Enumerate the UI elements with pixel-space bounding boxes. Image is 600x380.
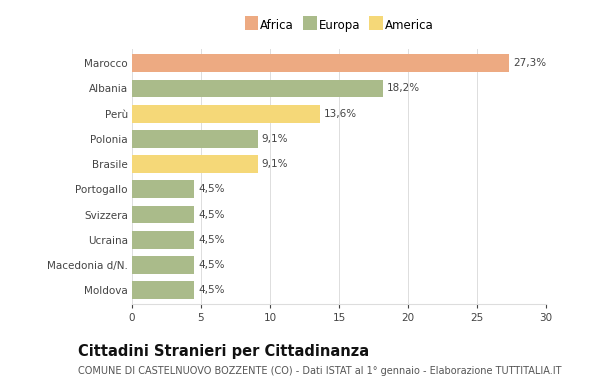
- Bar: [132, 80, 383, 97]
- Bar: [132, 155, 257, 173]
- Bar: [132, 105, 320, 122]
- Text: COMUNE DI CASTELNUOVO BOZZENTE (CO) - Dati ISTAT al 1° gennaio - Elaborazione TU: COMUNE DI CASTELNUOVO BOZZENTE (CO) - Da…: [78, 366, 562, 375]
- Bar: [132, 256, 194, 274]
- Bar: [132, 130, 257, 148]
- Text: 13,6%: 13,6%: [324, 109, 357, 119]
- Text: Cittadini Stranieri per Cittadinanza: Cittadini Stranieri per Cittadinanza: [78, 344, 369, 359]
- Text: 9,1%: 9,1%: [262, 134, 288, 144]
- Text: 18,2%: 18,2%: [388, 84, 421, 93]
- Bar: [132, 54, 509, 72]
- Text: 4,5%: 4,5%: [198, 209, 225, 220]
- Bar: [132, 231, 194, 249]
- Bar: [132, 206, 194, 223]
- Text: 27,3%: 27,3%: [513, 58, 546, 68]
- Bar: [132, 180, 194, 198]
- Text: 4,5%: 4,5%: [198, 235, 225, 245]
- Text: 9,1%: 9,1%: [262, 159, 288, 169]
- Bar: [132, 281, 194, 299]
- Text: 4,5%: 4,5%: [198, 184, 225, 194]
- Text: 4,5%: 4,5%: [198, 285, 225, 295]
- Legend: Africa, Europa, America: Africa, Europa, America: [242, 17, 436, 35]
- Text: 4,5%: 4,5%: [198, 260, 225, 270]
